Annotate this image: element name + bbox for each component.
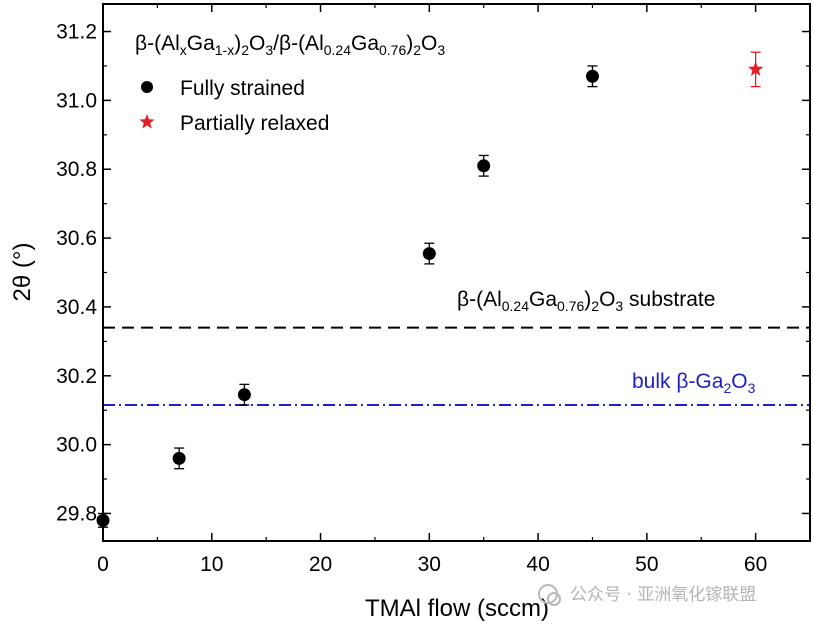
x-tick-label: 0: [97, 553, 109, 576]
watermark: 公众号 · 亚洲氧化镓联盟: [538, 584, 756, 606]
y-tick-label: 30.0: [56, 434, 97, 457]
data-point-partially-relaxed: [748, 61, 764, 76]
y-tick-label: 30.6: [56, 227, 97, 250]
y-tick-label: 31.0: [56, 89, 97, 112]
reference-lines: [103, 326, 810, 407]
x-tick-label: 20: [309, 553, 332, 576]
legend-label-partially-relaxed: Partially relaxed: [180, 112, 329, 135]
legend-label-fully-strained: Fully strained: [180, 77, 305, 100]
y-tick-label: 31.2: [56, 21, 97, 44]
data-point-fully-strained: [422, 247, 436, 261]
chart-title: β-(AlxGa1-x)2O3/β-(Al0.24Ga0.76)2O3: [135, 32, 445, 58]
legend-marker-fully-strained: [141, 81, 153, 93]
ticks-layer: 0 10 20 30 40 50 60 29.8 30.0 30.2 30.4 30.6 30.8 31.…: [56, 4, 810, 576]
watermark-text: 公众号 · 亚洲氧化镓联盟: [570, 585, 756, 605]
legend: Fully strained Partially relaxed: [139, 77, 329, 135]
y-tick-label: 30.4: [56, 296, 97, 319]
x-tick-label: 30: [418, 553, 441, 576]
wechat-icon-dot: [547, 592, 561, 606]
data-point-fully-strained: [585, 69, 599, 83]
plot-frame: [102, 3, 811, 542]
x-tick-label: 40: [526, 553, 549, 576]
substrate-line-label: β-(Al0.24Ga0.76)2O3 substrate: [457, 288, 715, 314]
data-point-fully-strained: [172, 451, 186, 465]
x-tick-label: 60: [744, 553, 767, 576]
x-tick-label: 50: [635, 553, 658, 576]
y-axis-title: 2θ (°): [9, 243, 36, 302]
data-point-fully-strained: [237, 388, 251, 402]
y-tick-label: 29.8: [56, 502, 97, 525]
data-points: [96, 51, 764, 528]
x-tick-label: 10: [200, 553, 223, 576]
legend-marker-partially-relaxed: [139, 114, 155, 129]
y-tick-label: 30.2: [56, 365, 97, 388]
bulk-line-label: bulk β-Ga2O3: [632, 370, 756, 396]
y-tick-label: 30.8: [56, 158, 97, 181]
data-point-fully-strained: [477, 159, 491, 173]
x-axis-title: TMAl flow (sccm): [365, 595, 549, 622]
